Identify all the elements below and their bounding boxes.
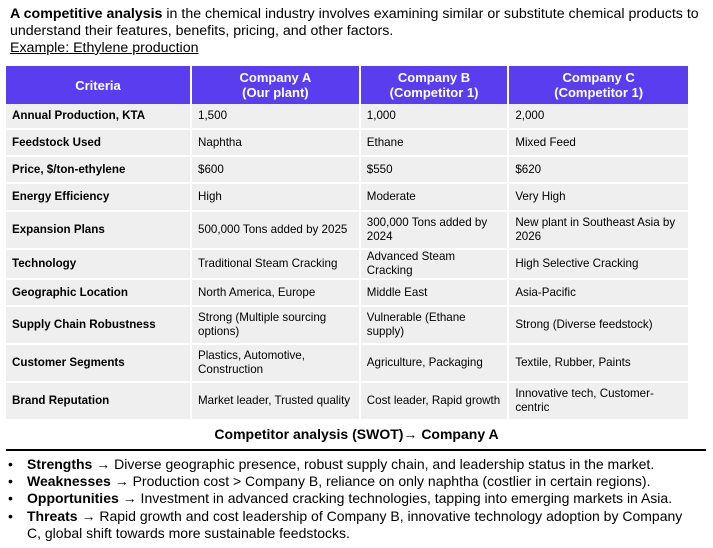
company-b-cell: Vulnerable (Ethane supply) [360, 307, 508, 345]
company-c-cell: $620 [509, 157, 688, 184]
criteria-cell: Feedstock Used [6, 130, 190, 157]
company-c-cell: High Selective Cracking [509, 250, 688, 280]
swot-label: Strengths [27, 456, 93, 472]
company-c-cell: Mixed Feed [509, 130, 688, 157]
company-c-cell: Textile, Rubber, Paints [509, 345, 688, 383]
company-b-cell: Agriculture, Packaging [360, 345, 508, 383]
swot-text: → Rapid growth and cost leadership of Co… [27, 507, 683, 541]
company-a-cell: Strong (Multiple sourcing options) [192, 307, 359, 345]
criteria-cell: Supply Chain Robustness [6, 307, 190, 345]
swot-list: Strengths → Diverse geographic presence,… [8, 456, 698, 542]
comparison-table: Criteria Company A (Our plant) Company B(… [4, 66, 690, 421]
intro-paragraph: A competitive analysis in the chemical i… [10, 6, 700, 57]
swot-item-weaknesses: Weaknesses → Production cost > Company B… [8, 473, 698, 490]
table-row: Customer Segments Plastics, Automotive, … [6, 345, 688, 383]
swot-text: → Investment in advanced cracking techno… [118, 490, 673, 507]
example-heading: Example: Ethylene production [10, 40, 199, 56]
criteria-cell: Price, $/ton-ethylene [6, 157, 190, 184]
criteria-cell: Energy Efficiency [6, 184, 190, 212]
company-c-cell: Asia-Pacific [509, 280, 688, 307]
company-b-cell: 300,000 Tons added by 2024 [360, 212, 508, 250]
criteria-cell: Technology [6, 250, 190, 280]
criteria-cell: Customer Segments [6, 345, 190, 383]
swot-label: Weaknesses [27, 473, 111, 490]
company-a-cell: 1,500 [192, 104, 359, 130]
header-company-a: Company A (Our plant) [192, 66, 359, 104]
header-company-c: Company C (Competitor 1) [509, 66, 688, 104]
swot-item-threats: Threats → Rapid growth and cost leadersh… [8, 508, 698, 542]
company-b-cell: $550 [360, 157, 508, 184]
swot-item-strengths: Strengths → Diverse geographic presence,… [8, 456, 698, 473]
criteria-cell: Brand Reputation [6, 383, 190, 421]
company-b-cell: Ethane [360, 130, 508, 157]
table-row: Expansion Plans 500,000 Tons added by 20… [6, 212, 688, 250]
company-c-cell: 2,000 [509, 104, 688, 130]
swot-text: → Diverse geographic presence, robust su… [92, 456, 655, 472]
swot-label: Opportunities [27, 490, 119, 507]
company-a-cell: Traditional Steam Cracking [192, 250, 359, 280]
criteria-cell: Geographic Location [6, 280, 190, 307]
swot-label: Threats [27, 507, 78, 524]
company-b-cell: 1,000 [360, 104, 508, 130]
header-company-b: Company B (Competitor 1) [360, 66, 508, 104]
company-a-cell: $600 [192, 157, 359, 184]
table-row: Supply Chain Robustness Strong (Multiple… [6, 307, 688, 345]
company-a-cell: 500,000 Tons added by 2025 [192, 212, 359, 250]
table-row: Technology Traditional Steam Cracking Ad… [6, 250, 688, 280]
company-b-cell: Advanced Steam Cracking [360, 250, 508, 280]
divider-line [6, 449, 706, 451]
table-row: Brand Reputation Market leader, Trusted … [6, 383, 688, 421]
swot-text: → Production cost > Company B, reliance … [110, 473, 651, 490]
swot-item-opportunities: Opportunities → Investment in advanced c… [8, 490, 698, 507]
company-c-cell: Innovative tech, Customer-centric [509, 383, 688, 421]
table-header-row: Criteria Company A (Our plant) Company B(… [6, 66, 688, 104]
company-b-cell: Moderate [360, 184, 508, 212]
company-c-cell: Very High [509, 184, 688, 212]
intro-lead: A competitive analysis [10, 6, 163, 22]
criteria-cell: Expansion Plans [6, 212, 190, 250]
intro-text: in the chemical industry involves examin… [10, 6, 699, 39]
table-row: Annual Production, KTA 1,500 1,000 2,000 [6, 104, 688, 130]
company-b-cell: Middle East [360, 280, 508, 307]
company-c-cell: Strong (Diverse feedstock) [509, 307, 688, 345]
header-criteria: Criteria [6, 66, 190, 104]
company-a-cell: Market leader, Trusted quality [192, 383, 359, 421]
company-a-cell: High [192, 184, 359, 212]
company-b-cell: Cost leader, Rapid growth [360, 383, 508, 421]
company-a-cell: North America, Europe [192, 280, 359, 307]
table-row: Energy Efficiency High Moderate Very Hig… [6, 184, 688, 212]
company-a-cell: Naphtha [192, 130, 359, 157]
table-row: Feedstock Used Naphtha Ethane Mixed Feed [6, 130, 688, 157]
swot-caption: Competitor analysis (SWOT)→ Company A [214, 426, 499, 442]
company-a-cell: Plastics, Automotive, Construction [192, 345, 359, 383]
table-row: Geographic Location North America, Europ… [6, 280, 688, 307]
table-row: Price, $/ton-ethylene $600 $550 $620 [6, 157, 688, 184]
criteria-cell: Annual Production, KTA [6, 104, 190, 130]
company-c-cell: New plant in Southeast Asia by 2026 [509, 212, 688, 250]
